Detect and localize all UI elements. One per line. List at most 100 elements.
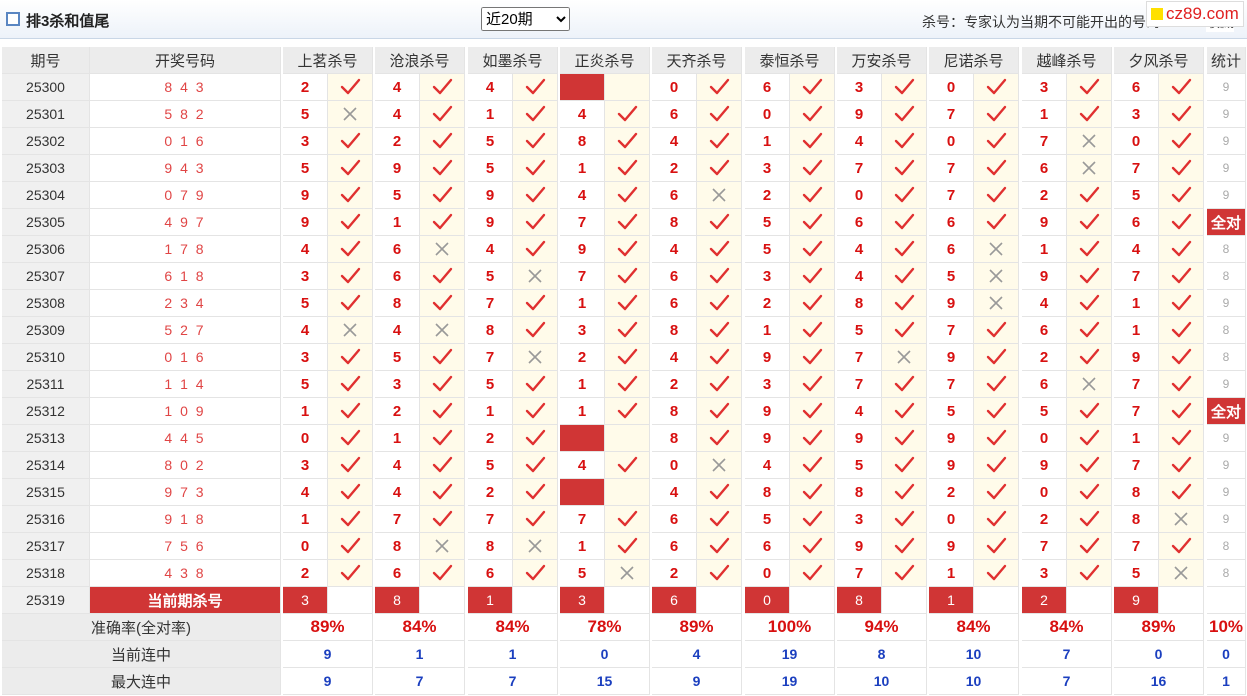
hit-mark (1159, 155, 1204, 182)
column-header: 尼诺杀号 (929, 47, 1019, 74)
hit-mark (882, 263, 927, 290)
kill-number: 9 (929, 452, 974, 479)
kill-number: 1 (1022, 101, 1067, 128)
check-icon (802, 78, 823, 95)
kill-number: 3 (283, 452, 328, 479)
check-icon (432, 456, 453, 473)
check-icon (709, 132, 730, 149)
kill-number: 6 (652, 182, 697, 209)
kill-number: 1 (560, 398, 605, 425)
kill-number: 1 (560, 533, 605, 560)
watermark-dot (1151, 8, 1163, 20)
check-icon (986, 159, 1007, 176)
kill-number: 1 (1114, 425, 1159, 452)
period: 25312 (2, 398, 90, 425)
column-header: 越峰杀号 (1022, 47, 1112, 74)
hit-mark (1159, 560, 1204, 587)
check-icon (986, 132, 1007, 149)
kill-number: 7 (560, 263, 605, 290)
kill-number: 3 (837, 74, 882, 101)
current-blank (328, 587, 373, 614)
check-icon (617, 132, 638, 149)
hit-mark (974, 398, 1019, 425)
check-icon (709, 78, 730, 95)
current-kill: 3 (560, 587, 605, 614)
check-icon (802, 267, 823, 284)
hit-mark (790, 452, 835, 479)
hit-mark (420, 560, 465, 587)
summary-value: 7 (1022, 641, 1112, 668)
check-icon (894, 213, 915, 230)
stat: 8 (1207, 533, 1246, 560)
kill-number: 5 (283, 155, 328, 182)
hit-mark (605, 209, 650, 236)
check-icon (802, 159, 823, 176)
hit-mark (328, 155, 373, 182)
kill-number: 7 (929, 182, 974, 209)
check-icon (1171, 537, 1192, 554)
summary-value: 4 (652, 641, 742, 668)
kill-number: 2 (652, 371, 697, 398)
check-icon (1079, 213, 1100, 230)
kill-number: 6 (745, 74, 790, 101)
check-icon (432, 375, 453, 392)
check-icon (986, 402, 1007, 419)
stat: 8 (1207, 236, 1246, 263)
current-blank (420, 587, 465, 614)
check-icon (802, 429, 823, 446)
cross-icon (528, 350, 542, 364)
summary-value: 16 (1114, 668, 1204, 695)
hit-mark (513, 452, 558, 479)
hit-mark (974, 209, 1019, 236)
kill-number: 2 (745, 182, 790, 209)
hit-mark (513, 533, 558, 560)
hit-mark (605, 425, 650, 452)
hit-mark (420, 371, 465, 398)
kill-number: 2 (652, 155, 697, 182)
kill-number: 9 (1114, 344, 1159, 371)
kill-empty (560, 74, 605, 101)
hit-mark (882, 74, 927, 101)
kill-number: 7 (1114, 263, 1159, 290)
draw-number: 0 1 6 (90, 344, 281, 371)
kill-number: 7 (1114, 371, 1159, 398)
hit-mark (1159, 74, 1204, 101)
hit-mark (790, 290, 835, 317)
kill-number: 5 (468, 155, 513, 182)
hit-mark (328, 209, 373, 236)
hit-mark (1159, 236, 1204, 263)
draw-number: 6 1 8 (90, 263, 281, 290)
summary-value: 84% (375, 614, 465, 641)
kill-number: 1 (745, 317, 790, 344)
kill-number: 6 (1114, 209, 1159, 236)
kill-number: 3 (283, 344, 328, 371)
draw-number: 7 5 6 (90, 533, 281, 560)
current-blank (882, 587, 927, 614)
kill-number: 9 (468, 182, 513, 209)
watermark: cz89.com (1146, 1, 1244, 27)
stat: 全对 (1207, 398, 1246, 425)
hit-mark (1067, 344, 1112, 371)
hit-mark (513, 425, 558, 452)
check-icon (432, 429, 453, 446)
hit-mark (974, 263, 1019, 290)
hit-mark (513, 479, 558, 506)
kill-number: 5 (468, 452, 513, 479)
hit-mark (513, 182, 558, 209)
stat: 9 (1207, 425, 1246, 452)
kill-number: 4 (375, 101, 420, 128)
current-blank (605, 587, 650, 614)
check-icon (709, 240, 730, 257)
period-select[interactable]: 近20期 (481, 7, 570, 31)
kill-number: 4 (560, 182, 605, 209)
kill-number: 2 (283, 74, 328, 101)
cross-icon (343, 107, 357, 121)
hit-mark (974, 155, 1019, 182)
kill-number: 5 (283, 290, 328, 317)
watermark-text: cz89.com (1166, 4, 1239, 23)
kill-number: 5 (1022, 398, 1067, 425)
check-icon (1079, 402, 1100, 419)
stat: 9 (1207, 182, 1246, 209)
hit-mark (605, 128, 650, 155)
kill-number: 7 (1022, 128, 1067, 155)
